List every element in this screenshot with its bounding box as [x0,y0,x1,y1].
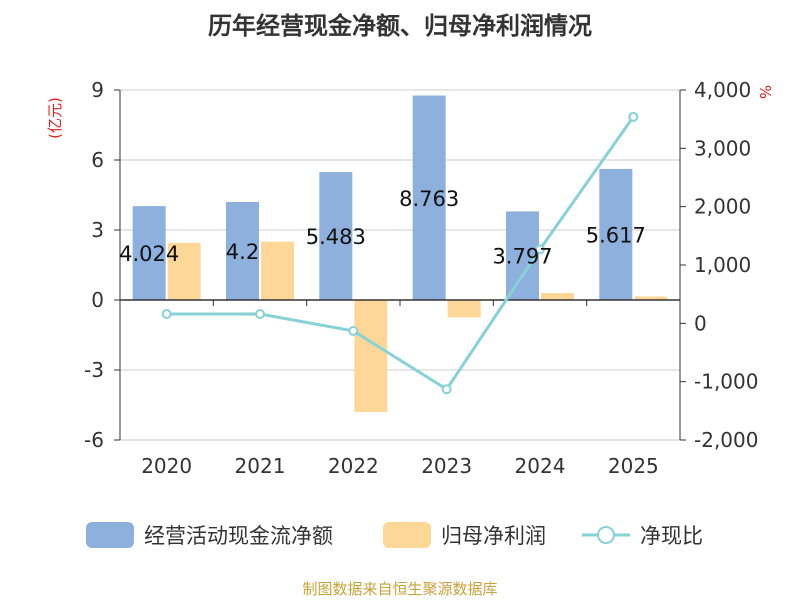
right-tick-label: -1,000 [694,370,758,394]
bar-cashflow-2024 [506,211,539,300]
x-tick-label: 2024 [515,454,566,478]
data-label-2020: 4.024 [119,242,179,266]
x-tick-label: 2025 [608,454,659,478]
left-tick-label: 3 [91,218,104,242]
gridlines [120,89,680,441]
legend-label-netprofit: 归母净利润 [441,524,546,548]
x-tick-label: 2022 [328,454,379,478]
legend-label-cashflow: 经营活动现金流净额 [144,524,333,548]
bar-netprofit-2022 [354,300,388,412]
x-tick-label: 2021 [235,454,286,478]
bar-netprofit-2020 [167,242,201,300]
ratio-point-2022 [348,325,359,336]
right-tick-label: 3,000 [694,136,751,160]
legend: 经营活动现金流净额 归母净利润 净现比 [86,522,703,548]
bar-cashflow-2020 [132,206,166,300]
chart-title: 历年经营现金净额、归母净利润情况 [208,12,592,40]
right-tick-label: 0 [694,311,707,335]
ratio-point-2023 [441,384,452,395]
bar-netprofit-2021 [261,241,294,300]
x-tick-label: 2020 [141,454,192,478]
bar-netprofit-2025 [634,296,668,300]
ratio-point-2024 [535,244,545,255]
bar-cashflow-2021 [226,202,259,300]
axes: -6 -3 0 3 6 9 -2,000 -1,000 0 1,000 2,000 3,000 4,00… [46,78,774,478]
ratio-line [166,115,635,392]
bar-cashflow-2023 [412,95,446,300]
data-labels: 4.024 4.2 5.483 8.763 3.797 5.617 [119,187,646,269]
right-tick-label: 4,000 [694,78,751,102]
x-tick-label: 2023 [421,454,472,478]
data-label-2023: 8.763 [399,187,459,211]
bar-series [132,95,668,412]
right-tick-label: 2,000 [694,195,751,219]
left-tick-label: 9 [91,78,104,102]
line-series [161,111,639,395]
ratio-point-2025 [628,111,639,122]
bar-netprofit-2024 [541,293,574,300]
ratio-point-2021 [255,309,265,319]
bar-cashflow-2022 [319,172,353,300]
legend-marker-ratio [597,526,615,544]
ratio-point-2020 [161,309,172,319]
left-tick-label: 0 [91,288,104,312]
data-label-2024: 3.797 [492,245,552,269]
left-axis-title: (亿元) [46,97,64,139]
legend-swatch-netprofit [383,522,431,548]
legend-swatch-cashflow [86,522,134,548]
right-axis-title: % [756,85,774,99]
legend-label-ratio: 净现比 [640,524,703,548]
right-tick-label: -2,000 [694,428,758,452]
left-tick-label: -6 [84,428,104,452]
data-label-2025: 5.617 [586,223,646,247]
left-tick-label: 6 [91,148,104,172]
left-tick-label: -3 [84,358,104,382]
bar-cashflow-2025 [599,168,633,300]
bar-netprofit-2023 [447,300,481,318]
right-tick-label: 1,000 [694,253,751,277]
source-note: 制图数据来自恒生聚源数据库 [302,580,497,598]
data-label-2022: 5.483 [306,225,366,249]
data-label-2021: 4.2 [226,240,259,264]
